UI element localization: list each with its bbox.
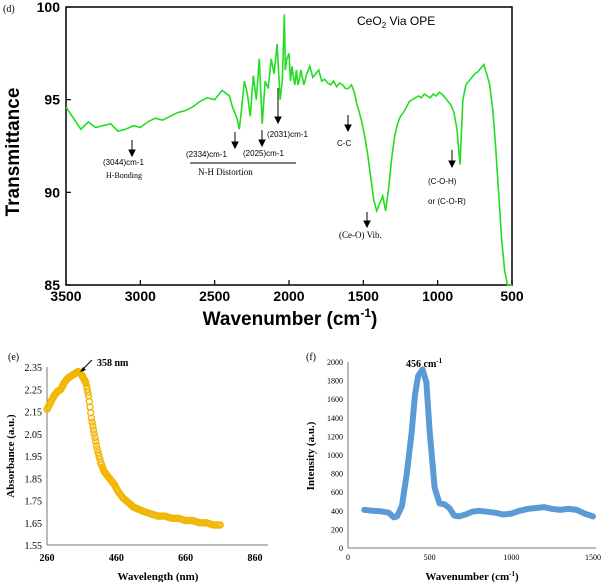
annotation-2031: (2031)cm-1 <box>267 130 308 139</box>
ftir-x-tick-label: 3000 <box>125 288 156 304</box>
annotation-2025: (2025)cm-1 <box>243 149 284 158</box>
uv-tick-labels: 260 460 660 860 1.55 1.65 1.75 1.85 1.95 2.05 2.15… <box>25 363 263 564</box>
uv-data-point <box>90 430 98 438</box>
uv-y-tick-label: 2.25 <box>25 385 43 396</box>
uv-x-tick-label: 460 <box>109 553 124 564</box>
uv-y-tick-label: 2.15 <box>25 408 43 419</box>
uv-vis-panel: (e) 260 460 660 860 1.55 1.65 1.75 1.85 1.95 2.05… <box>5 352 268 582</box>
raman-y-tick-label: 2000 <box>327 358 343 367</box>
uv-y-tick-label: 1.75 <box>25 497 43 508</box>
uv-data-point <box>82 378 90 387</box>
annotation-nh-distortion: N-H Distortion <box>198 167 253 177</box>
uv-data-point <box>88 418 96 426</box>
raman-y-tick-label: 1000 <box>327 451 343 460</box>
raman-y-tick-label: 1400 <box>327 414 343 423</box>
uv-data-point <box>83 385 91 393</box>
ftir-y-tick-label: 100 <box>37 0 61 15</box>
ftir-x-tick-label: 500 <box>500 288 524 304</box>
uv-x-tick-label: 660 <box>178 553 193 564</box>
ftir-series-line <box>65 14 512 286</box>
raman-y-axis-label: Intensity (a.u.) <box>305 421 317 490</box>
uv-data-point <box>89 426 98 434</box>
uv-peak-label: 358 nm <box>97 358 129 369</box>
raman-x-tick-label: 0 <box>346 553 350 562</box>
ftir-panel: (d) 3500 3000 2500 2000 1500 1000 500 85 90 95 100… <box>3 0 524 330</box>
ftir-axis-ticks <box>65 6 513 286</box>
ftir-title: CeO2 Via OPE <box>357 14 435 30</box>
raman-x-axis-label: Wavenumber (cm-1) <box>425 570 519 582</box>
uv-data-point <box>94 449 102 457</box>
raman-y-tick-label: 0 <box>339 544 343 553</box>
annotation-cor: or (C-O-R) <box>428 197 466 206</box>
ftir-tick-labels: 3500 3000 2500 2000 1500 1000 500 85 90 95 100 <box>37 0 524 304</box>
ftir-y-tick-label: 85 <box>44 277 60 293</box>
raman-x-tick-label: 500 <box>424 553 436 562</box>
raman-tick-labels: 0 500 1000 1500 0 200 400 600 800 1000 1200 1400 160… <box>327 358 601 562</box>
ftir-x-tick-label: 2500 <box>199 288 230 304</box>
ftir-x-tick-label: 1500 <box>348 288 379 304</box>
uv-x-tick-label: 260 <box>40 553 55 564</box>
panel-f-label: (f) <box>306 352 316 363</box>
ftir-annotation-arrows <box>128 88 456 229</box>
raman-y-tick-label: 1600 <box>327 395 343 404</box>
raman-y-tick-label: 400 <box>331 507 343 516</box>
uv-data-point <box>216 521 225 529</box>
uv-x-axis-label: Wavelength (nm) <box>118 571 199 582</box>
ftir-plot-frame <box>65 6 513 286</box>
uv-data-point <box>84 388 92 397</box>
ftir-y-tick-label: 95 <box>44 92 60 108</box>
annotation-ceo-vib: (Ce-O) Vib. <box>339 230 382 240</box>
uv-data-point <box>92 441 101 450</box>
uv-data-point <box>91 433 99 442</box>
uv-y-tick-label: 2.35 <box>25 363 43 374</box>
uv-y-tick-label: 1.65 <box>25 519 43 530</box>
raman-x-tick-label: 1000 <box>503 553 519 562</box>
ftir-y-tick-label: 90 <box>44 184 60 200</box>
ftir-x-tick-label: 1000 <box>422 288 453 304</box>
raman-y-tick-label: 800 <box>331 470 343 479</box>
uv-data-point <box>91 437 100 446</box>
ftir-x-tick-label: 2000 <box>273 288 304 304</box>
uv-y-tick-label: 1.95 <box>25 452 43 463</box>
raman-y-tick-label: 200 <box>331 525 343 534</box>
raman-panel: (f) 0 500 1000 1500 0 200 400 600 800 1000 1200 140… <box>305 352 601 582</box>
ftir-x-axis-label: Wavenumber (cm-1) <box>203 306 378 330</box>
raman-peak-label: 456 cm-1 <box>406 357 443 370</box>
uv-data-point <box>82 382 91 390</box>
raman-y-tick-label: 1200 <box>327 432 343 441</box>
uv-y-tick-label: 1.85 <box>25 474 43 485</box>
ftir-x-tick-label: 3500 <box>50 288 81 304</box>
raman-x-tick-label: 1500 <box>585 553 601 562</box>
uv-peak-arrowhead <box>80 367 86 372</box>
uv-y-axis-label: Absorbance (a.u.) <box>5 414 17 498</box>
annotation-h-bonding: H-Bonding <box>106 171 142 180</box>
panel-d-label: (d) <box>3 4 15 15</box>
uv-data-point <box>87 414 96 422</box>
uv-y-tick-label: 1.55 <box>25 541 43 552</box>
uv-data-point <box>89 422 97 430</box>
raman-series-line <box>361 366 596 521</box>
uv-series-points <box>43 367 225 529</box>
annotation-2334: (2334)cm-1 <box>186 150 227 159</box>
uv-x-tick-label: 860 <box>248 553 263 564</box>
ftir-y-axis-label: Transmittance <box>3 88 24 217</box>
annotation-cc: C-C <box>337 139 351 148</box>
uv-y-tick-label: 2.05 <box>25 430 43 441</box>
annotation-coh: (C-O-H) <box>428 177 457 186</box>
panel-e-label: (e) <box>8 352 19 363</box>
annotation-3044: (3044)cm-1 <box>103 158 144 167</box>
uv-data-point <box>95 452 103 460</box>
uv-data-point <box>93 445 102 453</box>
raman-y-tick-label: 600 <box>331 488 343 497</box>
raman-y-tick-label: 1800 <box>327 377 343 386</box>
